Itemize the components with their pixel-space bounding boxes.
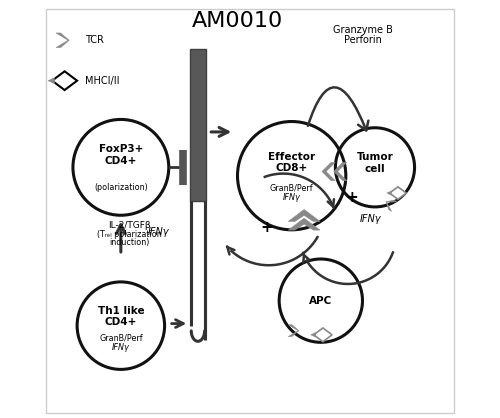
FancyBboxPatch shape [190, 48, 206, 201]
Text: Tumor
cell: Tumor cell [356, 153, 394, 174]
Polygon shape [48, 78, 54, 84]
Polygon shape [322, 162, 335, 181]
Text: Perforin: Perforin [344, 35, 382, 45]
Text: FoxP3+
CD4+: FoxP3+ CD4+ [98, 144, 143, 166]
Polygon shape [288, 325, 299, 336]
Text: AM0010: AM0010 [192, 11, 283, 31]
Polygon shape [56, 33, 70, 48]
Text: MHCI/II: MHCI/II [84, 76, 119, 86]
Text: GranB/Perf: GranB/Perf [99, 334, 142, 343]
Text: GranB/Perf: GranB/Perf [270, 184, 314, 193]
Text: induction): induction) [109, 238, 150, 247]
Polygon shape [334, 162, 347, 181]
Text: IL-2/TGFβ: IL-2/TGFβ [108, 221, 150, 230]
Polygon shape [310, 333, 316, 337]
Text: IFNγ: IFNγ [112, 343, 130, 352]
FancyArrowPatch shape [308, 87, 368, 130]
Text: (polarization): (polarization) [94, 183, 148, 192]
Text: TCR: TCR [84, 35, 103, 45]
Text: (Tᵣₑₗ polarization: (Tᵣₑₗ polarization [97, 230, 162, 239]
Polygon shape [52, 71, 77, 90]
Text: +: + [346, 190, 358, 205]
Polygon shape [386, 200, 397, 212]
Text: APC: APC [309, 296, 332, 306]
Text: Granzyme B: Granzyme B [332, 25, 392, 35]
Polygon shape [314, 328, 332, 342]
Polygon shape [387, 191, 391, 195]
Text: Effector
CD8+: Effector CD8+ [268, 152, 315, 173]
Text: IFNγ: IFNγ [360, 214, 382, 224]
Polygon shape [288, 209, 320, 222]
Polygon shape [390, 187, 406, 199]
Text: +: + [260, 220, 273, 235]
Text: IFNγ: IFNγ [148, 227, 169, 237]
Text: IFNγ: IFNγ [283, 193, 300, 202]
Polygon shape [288, 218, 320, 230]
Text: Th1 like
CD4+: Th1 like CD4+ [98, 306, 144, 327]
